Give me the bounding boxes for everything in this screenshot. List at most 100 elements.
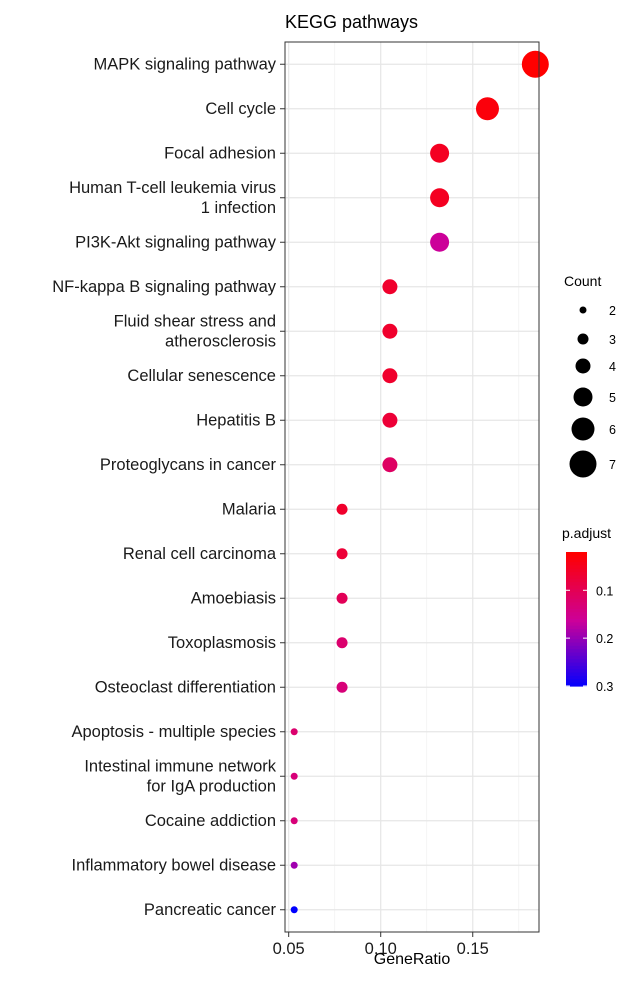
legend-color-label: 0.2 (596, 632, 613, 646)
color-bar-segment (566, 622, 587, 627)
data-point (430, 232, 450, 252)
color-bar-segment (566, 679, 587, 684)
color-bar-segment (566, 665, 587, 670)
y-tick-label: atherosclerosis (165, 332, 276, 350)
color-bar-segment (566, 669, 587, 674)
color-bar-segment (566, 555, 587, 560)
y-tick-label: Cell cycle (205, 100, 276, 118)
color-bar-segment (566, 632, 587, 637)
color-bar-segment (566, 639, 587, 644)
data-point (430, 143, 450, 163)
color-bar-segment (566, 642, 587, 647)
legend-color-label: 0.1 (596, 584, 613, 598)
chart-title: KEGG pathways (285, 12, 418, 32)
legend-title: p.adjust (562, 525, 611, 541)
color-bar-segment (566, 592, 587, 597)
color-bar-segment (566, 608, 587, 613)
data-point (430, 188, 450, 208)
y-axis-labels: MAPK signaling pathway Cell cycle Focal ad… (52, 55, 285, 919)
data-point (382, 279, 398, 295)
y-tick-label: Apoptosis - multiple species (71, 723, 276, 741)
data-point (336, 637, 348, 649)
color-bar-segment (566, 615, 587, 620)
color-bar-segment (566, 605, 587, 610)
color-bar-segment (566, 682, 587, 687)
y-tick-label: Cellular senescence (127, 367, 276, 385)
legend-size-label: 2 (609, 304, 616, 318)
y-tick-label: Amoebiasis (191, 589, 276, 607)
y-tick-label: Proteoglycans in cancer (100, 456, 277, 474)
legend-size-label: 4 (609, 360, 616, 374)
count-legend: Count 2 3 4 5 6 7 (564, 273, 616, 478)
color-bar-segment (566, 562, 587, 566)
legend-size-label: 3 (609, 333, 616, 347)
data-point (336, 548, 348, 560)
color-bar-segment (566, 659, 587, 664)
color-bar-segment (566, 625, 587, 630)
color-bar-segment (566, 675, 587, 680)
x-tick-label: 0.10 (365, 940, 397, 958)
data-points (290, 50, 549, 914)
y-tick-label: Hepatitis B (196, 411, 276, 429)
legend-size-key (577, 333, 589, 345)
color-bar-segment (566, 575, 587, 580)
legend-size-label: 7 (609, 458, 616, 472)
legend-title: Count (564, 273, 601, 289)
data-point (290, 817, 298, 825)
data-point (290, 728, 298, 736)
y-tick-label: Pancreatic cancer (144, 901, 277, 919)
color-bar-segment (566, 662, 587, 667)
color-bar-segment (566, 602, 587, 607)
data-point (382, 323, 398, 339)
legend-size-key (569, 450, 597, 478)
data-point (336, 592, 348, 604)
color-bar-segment (566, 649, 587, 654)
y-tick-label: MAPK signaling pathway (93, 55, 276, 73)
y-tick-label: Malaria (222, 500, 277, 518)
data-point (336, 681, 348, 693)
x-axis: 0.05 0.10 0.15 (273, 932, 489, 958)
data-point (290, 861, 298, 869)
color-bar-segment (566, 655, 587, 660)
color-bar-segment (566, 552, 587, 556)
x-tick-label: 0.05 (273, 940, 305, 958)
y-tick-label: Inflammatory bowel disease (71, 856, 276, 874)
color-bar-segment (566, 565, 587, 570)
color-bar-segment (566, 629, 587, 633)
data-point (290, 906, 298, 914)
color-bar-segment (566, 612, 587, 617)
color-bar-segment (566, 598, 587, 603)
data-point (521, 50, 549, 78)
data-point (382, 457, 398, 473)
y-tick-label: Renal cell carcinoma (123, 545, 277, 563)
legend-size-key (579, 306, 587, 314)
color-bar-segment (566, 652, 587, 657)
color-bar-segment (566, 578, 587, 583)
color-bar-segment (566, 582, 587, 587)
data-point (290, 772, 298, 780)
x-tick-label: 0.15 (457, 940, 489, 958)
color-bar-segment (566, 595, 587, 600)
y-tick-label: Fluid shear stress and (114, 312, 276, 330)
p-adjust-legend: p.adjust 0.1 0.2 0.3 (562, 525, 613, 694)
data-point (382, 412, 398, 428)
color-bar-segment (566, 619, 587, 623)
legend-color-label: 0.3 (596, 680, 613, 694)
data-point (336, 503, 348, 515)
legend-size-key (575, 358, 591, 374)
grid (285, 42, 539, 932)
y-tick-label: for IgA production (147, 777, 276, 795)
legend-size-label: 5 (609, 391, 616, 405)
legend-size-key (571, 417, 595, 441)
y-tick-label: Toxoplasmosis (168, 634, 276, 652)
plot-frame (284, 41, 540, 933)
y-tick-label: 1 infection (201, 199, 276, 217)
y-tick-label: Intestinal immune network (84, 757, 276, 775)
data-point (475, 97, 499, 121)
y-tick-label: Cocaine addiction (145, 812, 276, 830)
color-bar-segment (566, 572, 587, 577)
color-bar-segment (566, 558, 587, 563)
y-tick-label: Osteoclast differentiation (95, 678, 276, 696)
